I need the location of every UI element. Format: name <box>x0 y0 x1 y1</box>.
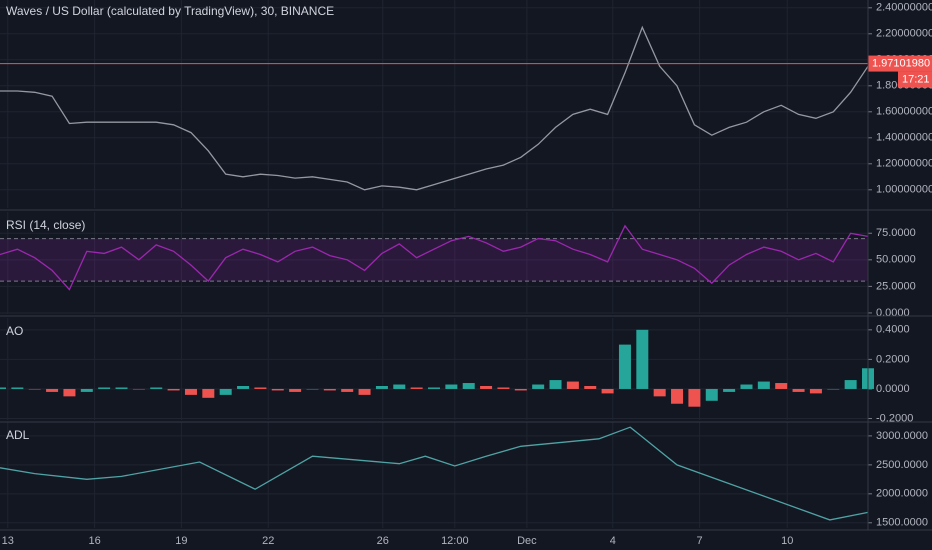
time-box <box>898 71 932 88</box>
ao-bar <box>219 388 232 395</box>
y-tick-label: -0.2000 <box>876 412 913 424</box>
y-tick-label: 1.20000000 <box>876 158 932 170</box>
y-tick-label: 2000.0000 <box>876 488 928 500</box>
x-tick-label: 12:00 <box>441 535 469 547</box>
y-tick-label: 1.40000000 <box>876 132 932 144</box>
ao-bar <box>723 388 736 392</box>
y-tick-label: 2.20000000 <box>876 28 932 40</box>
ao-bar <box>809 388 822 394</box>
ao-bar <box>63 388 76 397</box>
pane-title: AO <box>6 324 23 338</box>
ao-bar <box>462 383 475 389</box>
ao-bar <box>271 388 284 391</box>
ao-bar <box>254 387 267 389</box>
pane-title: ADL <box>6 428 30 442</box>
ao-bar <box>11 387 24 389</box>
series-line <box>0 25 869 191</box>
ao-bar <box>549 380 562 389</box>
x-tick-label: Dec <box>517 535 537 547</box>
ao-bar <box>341 388 354 392</box>
ao-bar <box>150 387 163 389</box>
ao-bar <box>80 388 93 392</box>
ao-bar <box>428 387 440 389</box>
x-tick-label: 10 <box>781 535 793 547</box>
y-tick-label: 1.00000000 <box>876 184 932 196</box>
ao-bar <box>757 381 770 389</box>
ao-bar <box>306 388 319 390</box>
ao-bar <box>393 384 406 389</box>
ao-bar <box>237 386 250 389</box>
ao-bar <box>601 388 614 394</box>
y-tick-label: 2.40000000 <box>876 2 932 14</box>
x-tick-label: 16 <box>88 535 100 547</box>
ao-bar <box>532 384 545 389</box>
ao-bar <box>132 388 145 390</box>
ao-bar <box>184 388 197 395</box>
ao-bar <box>115 387 128 389</box>
ao-bar <box>688 388 701 407</box>
ao-bar <box>618 344 631 389</box>
ao-bar <box>480 386 493 389</box>
last-price-label: 1.97101980 <box>872 57 930 69</box>
y-tick-label: 1.60000000 <box>876 106 932 118</box>
ao-bar <box>740 384 753 389</box>
y-tick-label: 25.0000 <box>876 280 916 292</box>
ao-bar <box>323 388 336 391</box>
time-label: 17:21 <box>902 73 930 85</box>
x-tick-label: 19 <box>175 535 187 547</box>
ao-bar <box>792 388 805 392</box>
pane-title: RSI (14, close) <box>6 218 85 232</box>
series-line <box>0 224 869 291</box>
x-tick-label: 4 <box>610 535 616 547</box>
last-price-box <box>868 55 932 72</box>
ao-bar <box>775 383 788 389</box>
ao-bar <box>671 388 684 404</box>
series-line <box>0 426 869 521</box>
ao-bar <box>0 387 6 389</box>
y-tick-label: 0.0000 <box>876 383 910 395</box>
ao-bar <box>514 388 527 391</box>
y-tick-label: 75.0000 <box>876 227 916 239</box>
y-tick-label: 50.0000 <box>876 254 916 266</box>
x-tick-label: 22 <box>262 535 274 547</box>
y-tick-label: 0.0000 <box>876 307 910 319</box>
x-tick-label: 7 <box>697 535 703 547</box>
y-tick-label: 1500.0000 <box>876 517 928 529</box>
pane-title: Waves / US Dollar (calculated by Trading… <box>6 4 334 18</box>
x-tick-label: 13 <box>2 535 14 547</box>
ao-bar <box>167 388 180 391</box>
ao-bar <box>202 388 215 398</box>
ao-bar <box>827 388 840 390</box>
ao-bar <box>98 387 111 389</box>
ao-bar <box>358 388 371 395</box>
ao-bar <box>410 387 423 389</box>
ao-bar <box>844 380 857 389</box>
ao-bar <box>497 387 510 389</box>
ao-bar <box>289 388 302 392</box>
ao-bar <box>445 384 458 389</box>
rsi-band <box>0 238 868 282</box>
ao-bar <box>46 388 59 392</box>
ao-bar <box>375 386 388 389</box>
ao-bar <box>705 388 718 401</box>
ao-bar <box>653 388 666 397</box>
y-tick-label: 2500.0000 <box>876 459 928 471</box>
y-tick-label: 0.4000 <box>876 324 910 336</box>
y-tick-label: 3000.0000 <box>876 430 928 442</box>
ao-bar <box>636 329 649 389</box>
ao-bar <box>584 386 597 389</box>
ao-bar <box>28 388 41 390</box>
y-tick-label: 0.2000 <box>876 353 910 365</box>
ao-bar <box>566 381 579 389</box>
x-tick-label: 26 <box>377 535 389 547</box>
